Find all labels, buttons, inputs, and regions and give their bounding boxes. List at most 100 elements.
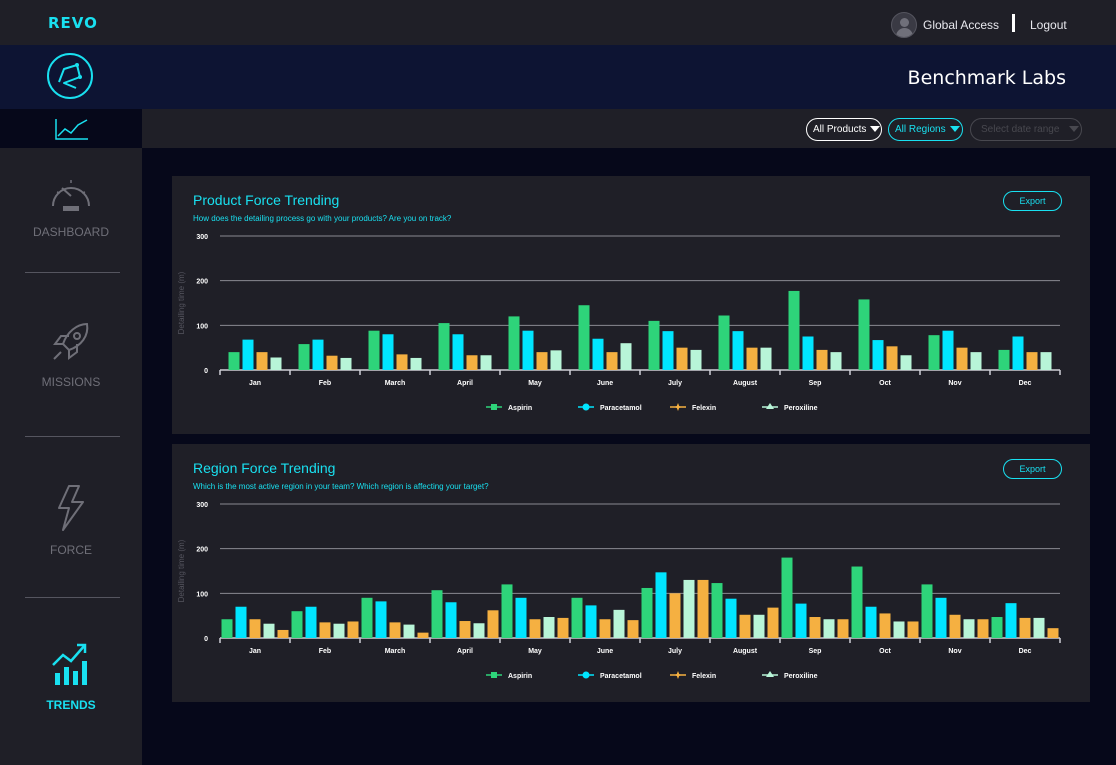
x-tick-label: Dec xyxy=(1019,380,1032,387)
bar xyxy=(641,587,653,638)
y-tick-label: 200 xyxy=(196,547,208,554)
bar xyxy=(522,330,534,370)
y-tick-label: 100 xyxy=(196,323,208,330)
bar xyxy=(732,331,744,370)
bar xyxy=(711,583,723,638)
rocket-icon xyxy=(53,322,89,360)
legend-label: Peroxiline xyxy=(784,405,818,412)
bar xyxy=(921,584,933,638)
bar xyxy=(585,605,597,638)
x-tick-label: Feb xyxy=(319,380,331,387)
legend-label: Peroxiline xyxy=(784,673,818,680)
bar xyxy=(830,352,842,370)
bar xyxy=(410,357,422,370)
bar xyxy=(270,357,282,370)
bar xyxy=(536,352,548,370)
line-chart-icon xyxy=(55,119,88,140)
y-tick-label: 0 xyxy=(204,368,208,375)
date-range-dropdown[interactable]: Select date range xyxy=(970,118,1082,141)
bar xyxy=(879,613,891,638)
x-tick-label: Sep xyxy=(809,648,822,655)
export-button[interactable]: Export xyxy=(1003,459,1062,479)
top-bar: REVO Global Access Logout xyxy=(0,0,1116,45)
x-tick-label: June xyxy=(597,648,613,655)
user-name[interactable]: Global Access xyxy=(923,18,1000,32)
bar xyxy=(1033,617,1045,638)
bar xyxy=(802,336,814,370)
legend-label: Paracetamol xyxy=(600,405,642,412)
user-avatar-icon[interactable] xyxy=(891,12,917,38)
bar xyxy=(809,617,821,638)
legend-label: Paracetamol xyxy=(600,673,642,680)
bar xyxy=(487,610,499,638)
legend-triangle-marker-icon xyxy=(766,403,774,409)
product-force-card: Product Force Trending How does the deta… xyxy=(172,176,1090,434)
bar xyxy=(578,305,590,370)
bar xyxy=(1047,628,1059,638)
bar xyxy=(305,606,317,638)
bar xyxy=(893,621,905,638)
x-tick-label: August xyxy=(733,648,758,655)
logout-link[interactable]: Logout xyxy=(1030,18,1067,32)
bar xyxy=(571,597,583,638)
regions-filter-dropdown[interactable]: All Regions xyxy=(888,118,963,141)
nav-item-force[interactable]: FORCE xyxy=(0,484,142,557)
bar xyxy=(361,597,373,638)
bar xyxy=(977,619,989,638)
bar xyxy=(256,352,268,370)
bar xyxy=(249,619,261,638)
y-axis-label: Detailing time (m) xyxy=(177,271,186,334)
bar xyxy=(816,349,828,370)
bar xyxy=(417,632,429,638)
nav-item-missions[interactable]: MISSIONS xyxy=(0,320,142,389)
bar xyxy=(592,338,604,370)
bar xyxy=(480,355,492,370)
bar xyxy=(928,335,940,370)
bar xyxy=(627,620,639,638)
card-subtitle: How does the detailing process go with y… xyxy=(193,214,452,223)
brand-logo[interactable]: REVO xyxy=(48,14,98,32)
bar xyxy=(648,320,660,370)
bar xyxy=(746,347,758,370)
bar xyxy=(851,566,863,638)
nav-label-dashboard: DASHBOARD xyxy=(32,225,109,239)
nav-label-missions: MISSIONS xyxy=(41,375,101,389)
revo-circle-logo-icon[interactable] xyxy=(46,52,94,100)
bar xyxy=(753,614,765,638)
legend-square-marker-icon xyxy=(491,672,497,678)
product-force-chart: 0 100 200 300 Detailing time (m) Jan Feb March A… xyxy=(177,234,1061,412)
caret-down-icon xyxy=(1069,126,1080,133)
card-title: Product Force Trending xyxy=(193,192,340,208)
bar xyxy=(389,622,401,638)
bar xyxy=(319,622,331,638)
bar xyxy=(823,619,835,638)
bar xyxy=(676,347,688,370)
bar xyxy=(725,598,737,638)
bar xyxy=(403,624,415,638)
bar xyxy=(508,316,520,370)
region-force-card: Region Force Trending Which is the most … xyxy=(172,444,1090,702)
y-tick-label: 200 xyxy=(196,279,208,286)
nav-item-dashboard[interactable]: DASHBOARD xyxy=(0,174,142,239)
bar xyxy=(1012,336,1024,370)
bar xyxy=(998,349,1010,370)
bar xyxy=(382,334,394,370)
bar xyxy=(242,339,254,370)
sidebar xyxy=(0,109,142,765)
bar xyxy=(1040,352,1052,370)
bar xyxy=(466,355,478,370)
y-tick-label: 300 xyxy=(196,234,208,241)
bar xyxy=(935,597,947,638)
nav-label-trends: TRENDS xyxy=(46,698,96,712)
x-tick-label: Oct xyxy=(879,648,891,655)
x-tick-label: August xyxy=(733,380,758,387)
export-button[interactable]: Export xyxy=(1003,191,1062,211)
products-filter-label: All Products xyxy=(813,124,867,135)
nav-item-trends[interactable]: TRENDS xyxy=(0,641,142,712)
bar xyxy=(277,629,289,638)
sidebar-separator xyxy=(25,436,120,437)
trends-mini-tab[interactable] xyxy=(0,109,142,148)
bar xyxy=(1026,352,1038,370)
products-filter-dropdown[interactable]: All Products xyxy=(806,118,882,141)
bar xyxy=(739,614,751,638)
